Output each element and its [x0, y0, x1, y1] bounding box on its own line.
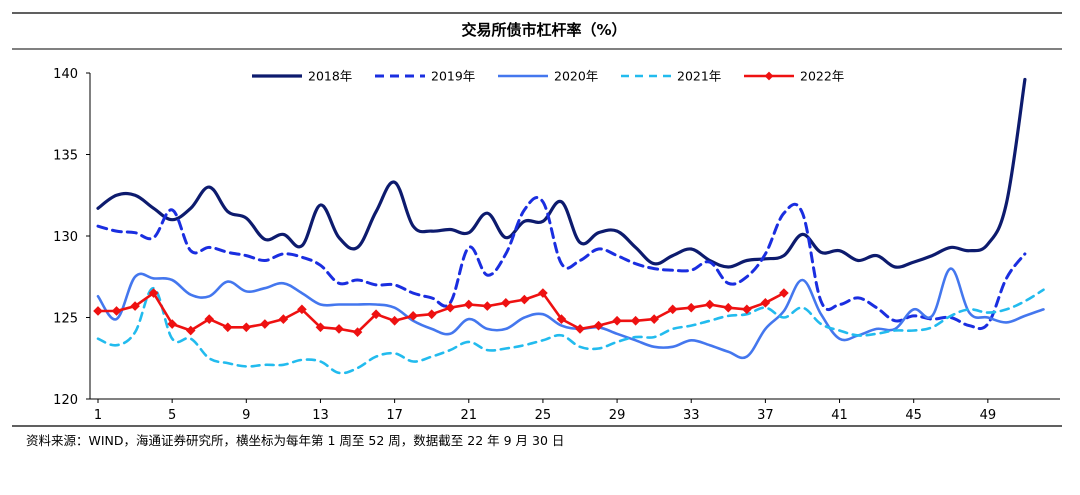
legend-item-2021: 2021年 — [621, 69, 721, 84]
series-point-2022 — [686, 302, 697, 313]
x-tick-label: 33 — [683, 408, 700, 423]
x-tick-label: 37 — [757, 408, 774, 423]
x-tick-label: 41 — [831, 408, 848, 423]
series-point-2022 — [260, 319, 270, 329]
series-point-2022 — [519, 294, 530, 305]
x-tick-label: 49 — [980, 408, 997, 423]
x-tick-label: 21 — [460, 408, 477, 423]
series-point-2022 — [371, 309, 381, 320]
series-2019 — [96, 196, 1027, 331]
legend-label: 2020年 — [554, 69, 598, 84]
legend-label: 2019年 — [431, 69, 475, 84]
legend-marker — [764, 71, 774, 81]
y-tick-label: 120 — [53, 393, 78, 408]
y-tick-label: 125 — [53, 312, 78, 327]
series-point-2022 — [426, 309, 437, 320]
x-tick-label: 5 — [168, 408, 176, 423]
legend-item-2018: 2018年 — [252, 69, 352, 84]
series-point-2022 — [779, 288, 789, 298]
series-point-2022 — [130, 301, 140, 311]
series-2020 — [96, 267, 1045, 360]
series-point-2022 — [408, 311, 418, 321]
series-point-2022 — [167, 319, 177, 329]
series-point-2022 — [742, 304, 752, 315]
series-point-2022 — [463, 299, 474, 310]
series-point-2022 — [445, 302, 456, 313]
series-point-2022 — [649, 314, 659, 324]
series-point-2022 — [482, 301, 493, 311]
legend-item-2020: 2020年 — [498, 69, 598, 84]
series-point-2022 — [204, 314, 215, 324]
x-axis-ticks: 1 5 9 13 17 21 25 29 33 37 41 45 49 — [94, 399, 996, 423]
series-line-2018 — [96, 77, 1027, 269]
series-point-2022 — [148, 288, 159, 298]
series-line-2020 — [96, 267, 1045, 360]
y-tick-label: 135 — [53, 149, 78, 164]
series-point-2022 — [389, 315, 400, 326]
series-point-2022 — [297, 304, 307, 315]
series-line-2019 — [96, 196, 1027, 331]
legend-label: 2018年 — [308, 69, 352, 84]
series-point-2022 — [93, 306, 103, 316]
series-line-2021 — [96, 286, 1045, 375]
series-point-2022 — [704, 299, 715, 310]
x-tick-label: 25 — [535, 408, 552, 423]
series-layer — [93, 77, 1045, 375]
series-point-2022 — [667, 304, 678, 315]
series-point-2022 — [501, 298, 511, 308]
x-tick-label: 29 — [609, 408, 626, 423]
series-point-2022 — [352, 327, 363, 337]
series-2018 — [96, 77, 1027, 269]
x-tick-label: 1 — [94, 408, 102, 423]
series-point-2022 — [222, 322, 233, 333]
legend-item-2022: 2022年 — [744, 69, 844, 84]
x-tick-label: 13 — [312, 408, 329, 423]
chart-title: 交易所债市杠杆率（%） — [461, 21, 626, 39]
series-point-2022 — [241, 322, 252, 333]
y-axis-ticks: 120 125 130 135 140 — [53, 67, 90, 408]
legend-item-2019: 2019年 — [375, 69, 475, 84]
series-point-2022 — [315, 322, 326, 333]
x-tick-label: 9 — [242, 408, 250, 423]
y-tick-label: 130 — [53, 230, 78, 245]
legend: 2018年 2019年 2020年 2021年 2022年 — [252, 69, 844, 84]
series-point-2022 — [334, 324, 344, 334]
series-point-2022 — [630, 315, 641, 326]
x-tick-label: 17 — [386, 408, 403, 423]
legend-label: 2022年 — [800, 69, 844, 84]
series-point-2022 — [185, 325, 196, 336]
series-point-2022 — [723, 302, 734, 313]
y-tick-label: 140 — [53, 67, 78, 82]
series-point-2022 — [556, 314, 567, 324]
legend-label: 2021年 — [677, 69, 721, 84]
series-point-2022 — [760, 298, 771, 308]
series-point-2022 — [593, 320, 604, 331]
series-2021 — [96, 286, 1045, 375]
source-note: 资料来源：WIND，海通证券研究所，横坐标为每年第 1 周至 52 周，数据截至… — [26, 433, 564, 448]
x-tick-label: 45 — [905, 408, 922, 423]
series-point-2022 — [538, 288, 548, 298]
series-point-2022 — [278, 314, 289, 324]
series-point-2022 — [111, 306, 122, 316]
series-point-2022 — [575, 324, 585, 334]
series-2022 — [93, 288, 789, 337]
series-point-2022 — [612, 315, 622, 326]
